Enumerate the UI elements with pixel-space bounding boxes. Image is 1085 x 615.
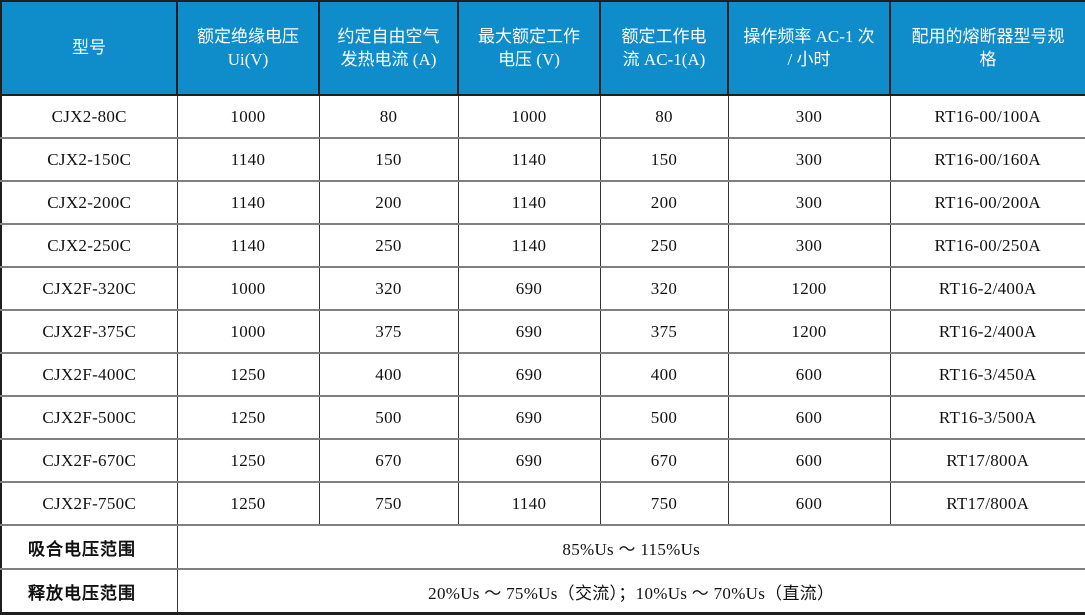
cell-value: 690	[457, 438, 601, 483]
footer-label: 吸合电压范围	[0, 524, 178, 570]
table-row: CJX2F-500C 1250 500 690 500 600 RT16-3/5…	[0, 395, 1085, 440]
table-row: CJX2-250C 1140 250 1140 250 300 RT16-00/…	[0, 223, 1085, 268]
cell-value: 1200	[727, 266, 891, 311]
cell-value: 200	[599, 180, 729, 225]
table-row: CJX2F-375C 1000 375 690 375 1200 RT16-2/…	[0, 309, 1085, 354]
cell-value: 200	[318, 180, 459, 225]
cell-value: 320	[318, 266, 459, 311]
cell-value: 1250	[176, 481, 320, 526]
cell-value: 1250	[176, 438, 320, 483]
cell-value: 600	[727, 395, 891, 440]
cell-value: 80	[599, 94, 729, 139]
cell-value: 670	[318, 438, 459, 483]
cell-value: 150	[318, 137, 459, 182]
header-row: 型号 额定绝缘电压 Ui(V) 约定自由空气发热电流 (A) 最大额定工作电压 …	[0, 0, 1085, 96]
cell-value: 1140	[457, 223, 601, 268]
footer-row-release-voltage: 释放电压范围 20%Us ～ 75%Us（交流）；10%Us ～ 70%Us（直…	[0, 568, 1085, 615]
cell-value: 670	[599, 438, 729, 483]
table-body: CJX2-80C 1000 80 1000 80 300 RT16-00/100…	[0, 94, 1085, 615]
cell-value: RT16-2/400A	[889, 266, 1085, 311]
cell-value: 320	[599, 266, 729, 311]
table-row: CJX2-150C 1140 150 1140 150 300 RT16-00/…	[0, 137, 1085, 182]
table-row: CJX2-80C 1000 80 1000 80 300 RT16-00/100…	[0, 94, 1085, 139]
cell-value: 400	[599, 352, 729, 397]
cell-value: 150	[599, 137, 729, 182]
column-header-fuse-spec: 配用的熔断器型号规格	[889, 0, 1085, 96]
cell-value: 300	[727, 180, 891, 225]
cell-value: 500	[318, 395, 459, 440]
cell-value: 1140	[176, 137, 320, 182]
table-row: CJX2-200C 1140 200 1140 200 300 RT16-00/…	[0, 180, 1085, 225]
column-header-operating-frequency: 操作频率 AC-1 次 / 小时	[727, 0, 891, 96]
cell-value: 1200	[727, 309, 891, 354]
cell-value: 1250	[176, 395, 320, 440]
cell-value: RT16-3/500A	[889, 395, 1085, 440]
cell-value: RT16-3/450A	[889, 352, 1085, 397]
cell-value: RT17/800A	[889, 438, 1085, 483]
cell-model: CJX2-80C	[0, 94, 178, 139]
cell-value: 600	[727, 352, 891, 397]
cell-value: RT16-00/200A	[889, 180, 1085, 225]
cell-value: 690	[457, 309, 601, 354]
cell-value: 690	[457, 352, 601, 397]
cell-model: CJX2F-375C	[0, 309, 178, 354]
table-row: CJX2F-670C 1250 670 690 670 600 RT17/800…	[0, 438, 1085, 483]
cell-model: CJX2F-670C	[0, 438, 178, 483]
cell-value: 1140	[457, 180, 601, 225]
cell-value: 1000	[457, 94, 601, 139]
table-row: CJX2F-320C 1000 320 690 320 1200 RT16-2/…	[0, 266, 1085, 311]
cell-model: CJX2F-500C	[0, 395, 178, 440]
cell-model: CJX2F-400C	[0, 352, 178, 397]
cell-value: 300	[727, 223, 891, 268]
cell-value: 300	[727, 94, 891, 139]
cell-value: 1140	[457, 481, 601, 526]
table-header: 型号 额定绝缘电压 Ui(V) 约定自由空气发热电流 (A) 最大额定工作电压 …	[0, 0, 1085, 96]
column-header-model: 型号	[0, 0, 178, 96]
column-header-rated-current: 额定工作电流 AC-1(A)	[599, 0, 729, 96]
column-header-max-working-voltage: 最大额定工作电压 (V)	[457, 0, 601, 96]
cell-value: 250	[599, 223, 729, 268]
cell-model: CJX2F-750C	[0, 481, 178, 526]
cell-model: CJX2-200C	[0, 180, 178, 225]
cell-value: 600	[727, 481, 891, 526]
cell-value: 750	[318, 481, 459, 526]
cell-value: RT16-2/400A	[889, 309, 1085, 354]
cell-value: 750	[599, 481, 729, 526]
column-header-insulation-voltage: 额定绝缘电压 Ui(V)	[176, 0, 320, 96]
cell-value: RT17/800A	[889, 481, 1085, 526]
cell-value: 1000	[176, 94, 320, 139]
cell-value: 1140	[176, 223, 320, 268]
cell-model: CJX2F-320C	[0, 266, 178, 311]
cell-value: 1140	[457, 137, 601, 182]
cell-value: 690	[457, 266, 601, 311]
footer-label: 释放电压范围	[0, 568, 178, 615]
cell-value: 500	[599, 395, 729, 440]
table-row: CJX2F-750C 1250 750 1140 750 600 RT17/80…	[0, 481, 1085, 526]
cell-value: 400	[318, 352, 459, 397]
cell-value: 1000	[176, 309, 320, 354]
cell-value: 250	[318, 223, 459, 268]
cell-value: 600	[727, 438, 891, 483]
column-header-thermal-current: 约定自由空气发热电流 (A)	[318, 0, 459, 96]
cell-value: RT16-00/100A	[889, 94, 1085, 139]
footer-value: 85%Us ～ 115%Us	[176, 524, 1085, 570]
cell-model: CJX2-250C	[0, 223, 178, 268]
table-row: CJX2F-400C 1250 400 690 400 600 RT16-3/4…	[0, 352, 1085, 397]
cell-value: 80	[318, 94, 459, 139]
cell-value: RT16-00/250A	[889, 223, 1085, 268]
cell-model: CJX2-150C	[0, 137, 178, 182]
cell-value: 375	[599, 309, 729, 354]
footer-row-pickup-voltage: 吸合电压范围 85%Us ～ 115%Us	[0, 524, 1085, 570]
cell-value: 690	[457, 395, 601, 440]
cell-value: RT16-00/160A	[889, 137, 1085, 182]
cell-value: 300	[727, 137, 891, 182]
cell-value: 1140	[176, 180, 320, 225]
cell-value: 1250	[176, 352, 320, 397]
footer-value: 20%Us ～ 75%Us（交流）；10%Us ～ 70%Us（直流）	[176, 568, 1085, 615]
cell-value: 375	[318, 309, 459, 354]
cell-value: 1000	[176, 266, 320, 311]
